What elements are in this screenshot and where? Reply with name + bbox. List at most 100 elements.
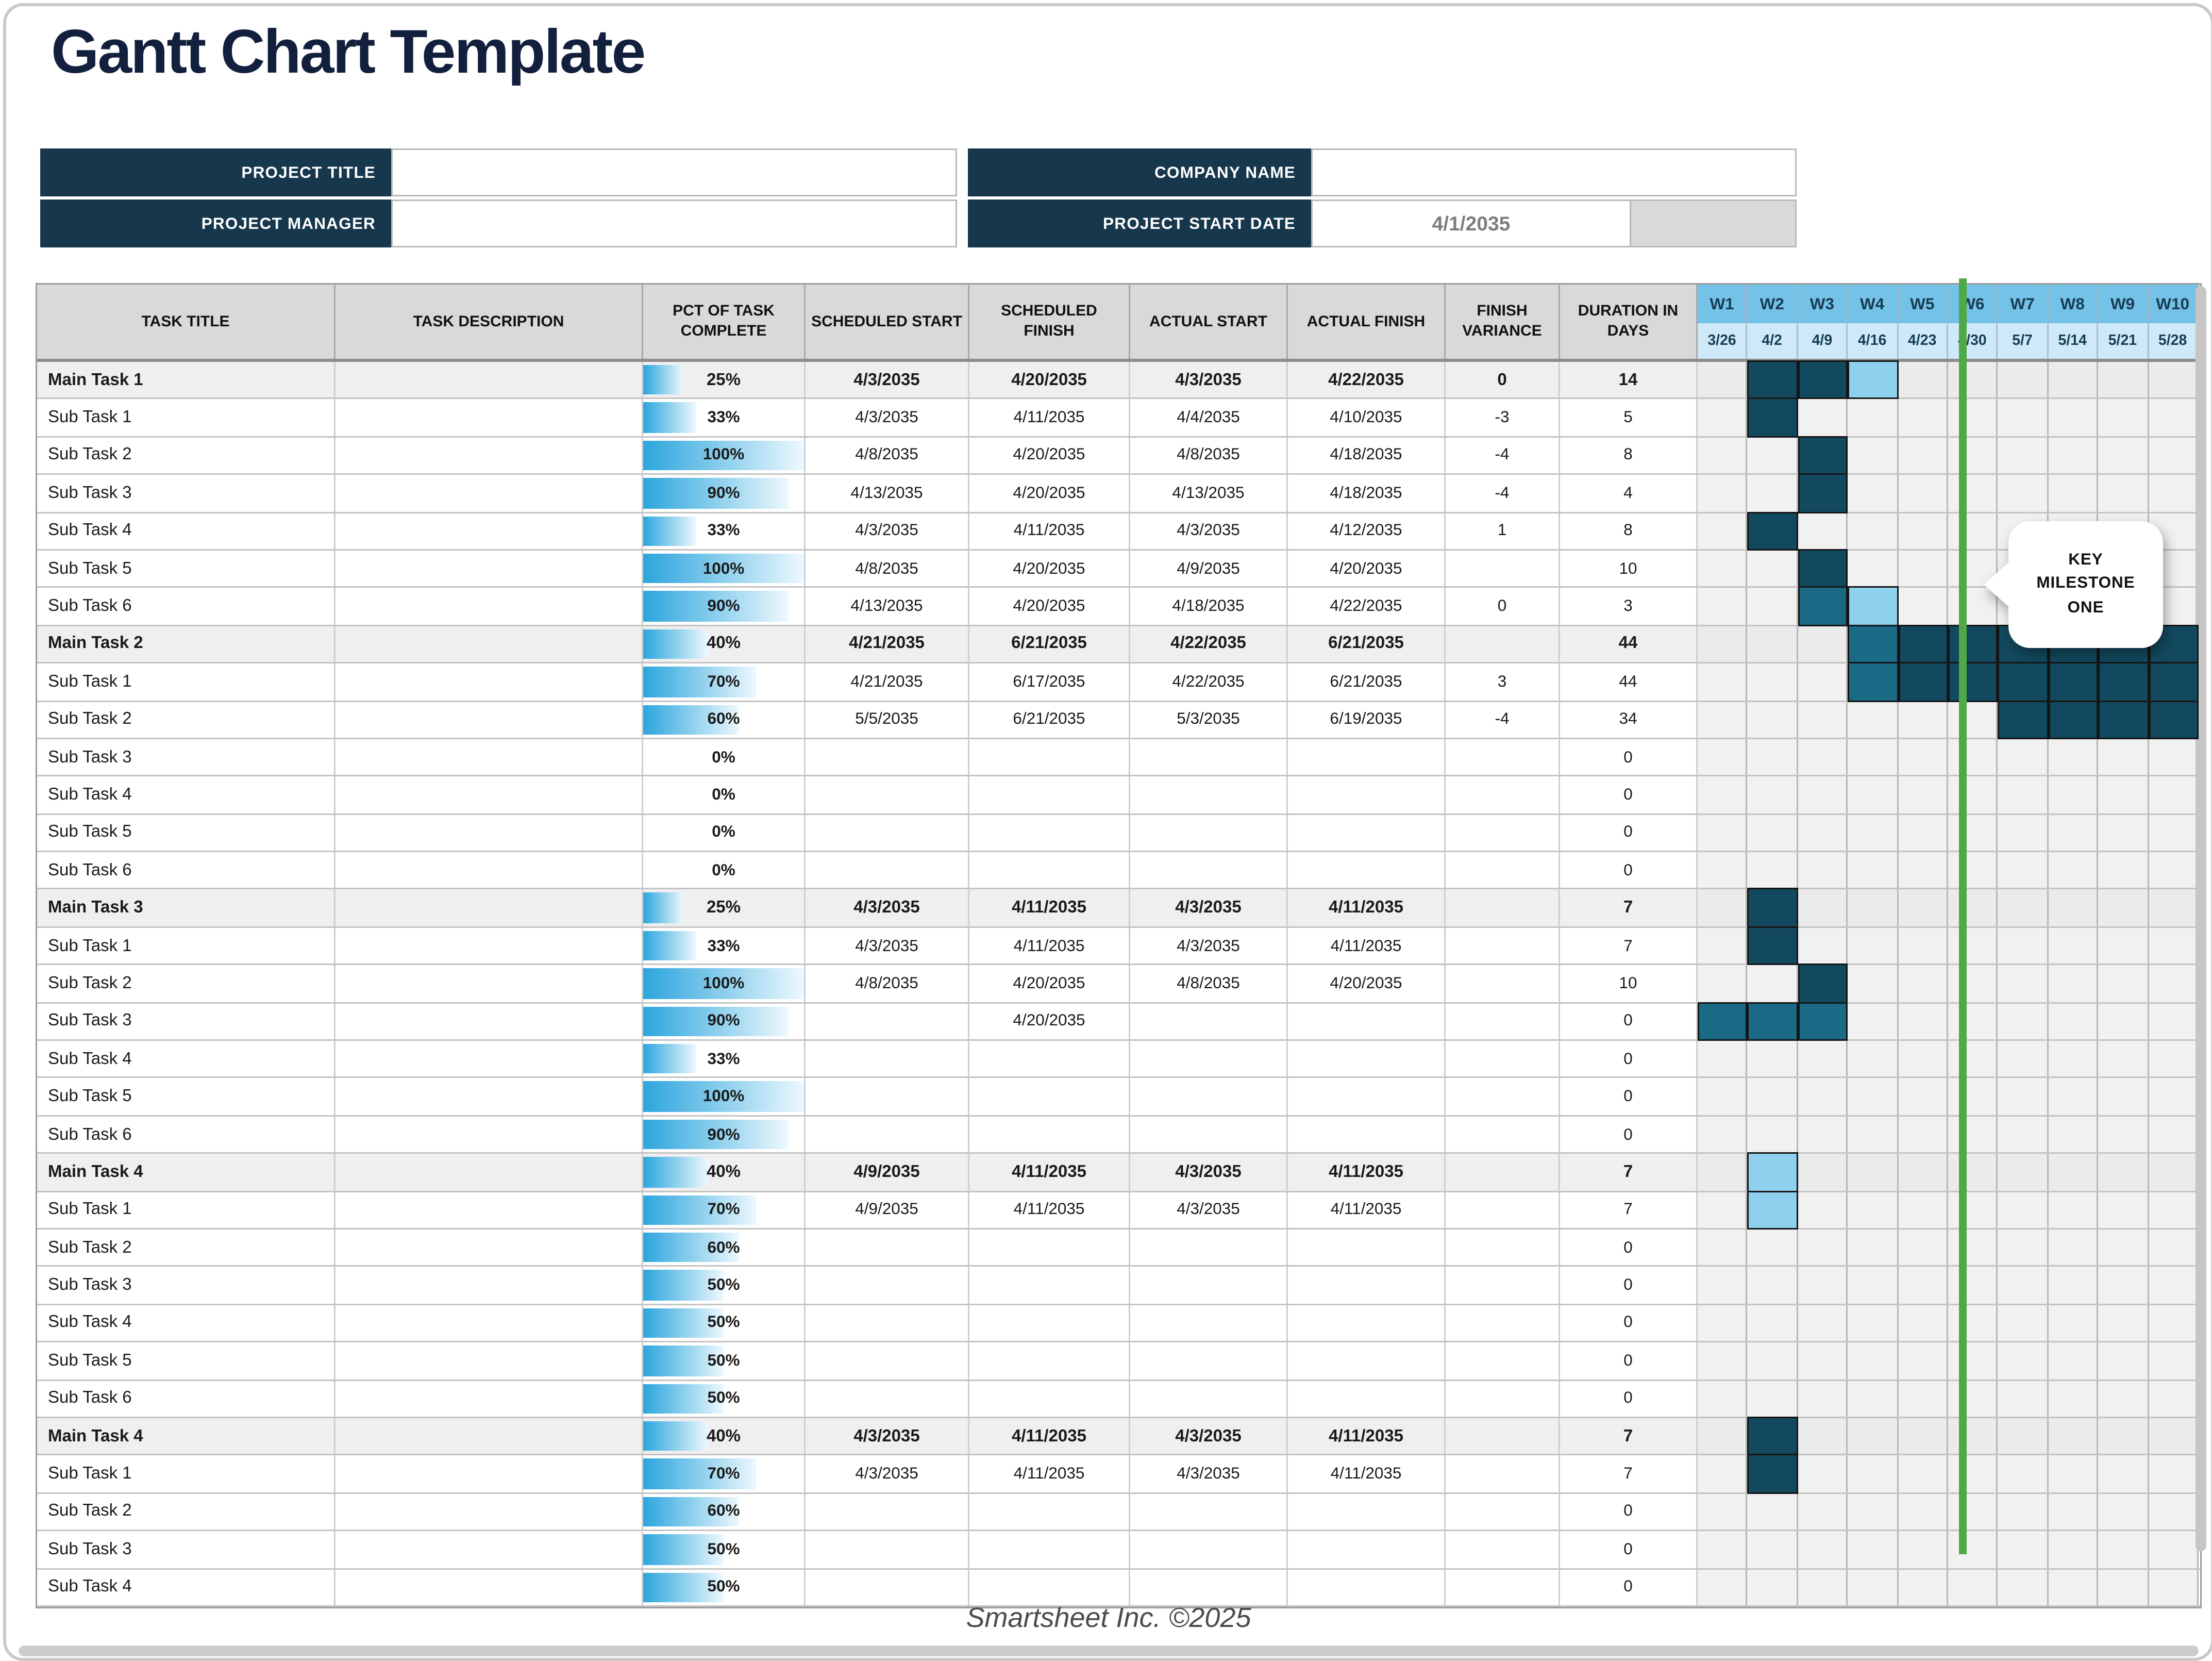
gantt-cell[interactable] xyxy=(2098,1041,2149,1077)
scheduled-finish-cell[interactable]: 4/20/2035 xyxy=(969,362,1130,398)
task-title-cell[interactable]: Sub Task 3 xyxy=(37,1531,336,1568)
scheduled-start-cell[interactable] xyxy=(806,1041,969,1077)
task-description-cell[interactable] xyxy=(336,437,643,474)
actual-start-cell[interactable] xyxy=(1130,1493,1288,1530)
gantt-cell[interactable] xyxy=(2098,400,2149,436)
actual-finish-cell[interactable] xyxy=(1288,1342,1446,1379)
task-description-cell[interactable] xyxy=(336,1380,643,1417)
scheduled-finish-cell[interactable] xyxy=(969,852,1130,889)
scheduled-start-cell[interactable] xyxy=(806,1305,969,1341)
gantt-cell[interactable] xyxy=(2149,1078,2199,1115)
gantt-cell[interactable] xyxy=(1848,1531,1898,1568)
gantt-cell[interactable] xyxy=(2098,965,2149,1002)
pct-complete-cell[interactable]: 60% xyxy=(643,701,806,738)
gantt-cell[interactable] xyxy=(1698,1305,1748,1341)
gantt-cell[interactable] xyxy=(2048,1569,2099,1605)
task-description-cell[interactable] xyxy=(336,1003,643,1040)
actual-finish-cell[interactable]: 4/11/2035 xyxy=(1288,890,1446,926)
duration-cell[interactable]: 7 xyxy=(1560,927,1698,964)
gantt-cell[interactable] xyxy=(1698,927,1748,964)
actual-start-cell[interactable] xyxy=(1130,1305,1288,1341)
gantt-cell[interactable] xyxy=(1948,776,1999,813)
gantt-cell[interactable] xyxy=(2098,1116,2149,1153)
actual-finish-cell[interactable]: 4/20/2035 xyxy=(1288,550,1446,587)
actual-start-cell[interactable] xyxy=(1130,776,1288,813)
gantt-cell[interactable] xyxy=(1848,550,1898,587)
gantt-cell[interactable] xyxy=(1748,701,1798,738)
gantt-cell[interactable] xyxy=(1898,1078,1948,1115)
gantt-cell[interactable] xyxy=(1798,400,1848,436)
gantt-cell[interactable] xyxy=(1898,1191,1948,1228)
scheduled-finish-cell[interactable] xyxy=(969,1531,1130,1568)
actual-finish-cell[interactable] xyxy=(1288,1569,1446,1605)
gantt-bar-segment[interactable] xyxy=(1748,398,1798,438)
actual-finish-cell[interactable] xyxy=(1288,1041,1446,1077)
scheduled-start-cell[interactable]: 4/8/2035 xyxy=(806,965,969,1002)
finish-variance-cell[interactable] xyxy=(1446,1078,1560,1115)
gantt-cell[interactable] xyxy=(1748,1305,1798,1341)
gantt-cell[interactable] xyxy=(1698,890,1748,926)
horizontal-scrollbar[interactable] xyxy=(19,1646,2199,1656)
gantt-cell[interactable] xyxy=(2149,1342,2199,1379)
gantt-bar-segment[interactable] xyxy=(2098,700,2149,739)
gantt-bar-segment[interactable] xyxy=(1798,1001,1848,1041)
gantt-cell[interactable] xyxy=(1848,852,1898,889)
actual-start-cell[interactable] xyxy=(1130,1116,1288,1153)
actual-start-cell[interactable]: 4/18/2035 xyxy=(1130,588,1288,625)
actual-finish-cell[interactable] xyxy=(1288,1380,1446,1417)
actual-start-cell[interactable] xyxy=(1130,1041,1288,1077)
gantt-cell[interactable] xyxy=(1698,362,1748,398)
gantt-cell[interactable] xyxy=(1898,1380,1948,1417)
task-description-cell[interactable] xyxy=(336,400,643,436)
gantt-bar-segment[interactable] xyxy=(1798,436,1848,475)
actual-finish-cell[interactable]: 4/20/2035 xyxy=(1288,965,1446,1002)
finish-variance-cell[interactable] xyxy=(1446,1229,1560,1266)
duration-cell[interactable]: 8 xyxy=(1560,437,1698,474)
scheduled-start-cell[interactable] xyxy=(806,739,969,775)
pct-complete-cell[interactable]: 40% xyxy=(643,1418,806,1454)
actual-start-cell[interactable]: 4/3/2035 xyxy=(1130,512,1288,549)
gantt-cell[interactable] xyxy=(1998,1531,2049,1568)
scheduled-finish-cell[interactable]: 6/21/2035 xyxy=(969,701,1130,738)
gantt-cell[interactable] xyxy=(2149,1041,2199,1077)
scheduled-finish-cell[interactable] xyxy=(969,1267,1130,1304)
gantt-cell[interactable] xyxy=(1848,1078,1898,1115)
gantt-cell[interactable] xyxy=(1848,1154,1898,1190)
gantt-cell[interactable] xyxy=(1948,1041,1999,1077)
actual-finish-cell[interactable] xyxy=(1288,776,1446,813)
task-description-cell[interactable] xyxy=(336,550,643,587)
duration-cell[interactable]: 10 xyxy=(1560,550,1698,587)
gantt-cell[interactable] xyxy=(2048,1154,2099,1190)
scheduled-start-cell[interactable]: 4/8/2035 xyxy=(806,437,969,474)
gantt-cell[interactable] xyxy=(1848,1305,1898,1341)
gantt-cell[interactable] xyxy=(1948,1380,1999,1417)
gantt-cell[interactable] xyxy=(2149,1154,2199,1190)
gantt-bar-segment[interactable] xyxy=(2048,662,2099,702)
actual-finish-cell[interactable] xyxy=(1288,1531,1446,1568)
gantt-cell[interactable] xyxy=(1948,1116,1999,1153)
actual-finish-cell[interactable]: 4/11/2035 xyxy=(1288,927,1446,964)
finish-variance-cell[interactable] xyxy=(1446,1305,1560,1341)
task-title-cell[interactable]: Main Task 4 xyxy=(37,1154,336,1190)
task-title-cell[interactable]: Sub Task 5 xyxy=(37,1078,336,1115)
gantt-cell[interactable] xyxy=(1898,1531,1948,1568)
gantt-cell[interactable] xyxy=(1748,1493,1798,1530)
gantt-cell[interactable] xyxy=(1848,965,1898,1002)
duration-cell[interactable]: 0 xyxy=(1560,1305,1698,1341)
gantt-cell[interactable] xyxy=(1748,852,1798,889)
gantt-cell[interactable] xyxy=(1948,965,1999,1002)
gantt-cell[interactable] xyxy=(1698,1229,1748,1266)
gantt-cell[interactable] xyxy=(1748,588,1798,625)
gantt-bar-segment[interactable] xyxy=(1698,1001,1748,1041)
gantt-cell[interactable] xyxy=(1948,1342,1999,1379)
task-description-cell[interactable] xyxy=(336,1493,643,1530)
gantt-cell[interactable] xyxy=(1848,701,1898,738)
gantt-cell[interactable] xyxy=(2149,1531,2199,1568)
actual-start-cell[interactable]: 4/3/2035 xyxy=(1130,1418,1288,1454)
gantt-cell[interactable] xyxy=(2149,1569,2199,1605)
duration-cell[interactable]: 0 xyxy=(1560,1041,1698,1077)
gantt-cell[interactable] xyxy=(2098,1418,2149,1454)
gantt-cell[interactable] xyxy=(2098,1531,2149,1568)
gantt-cell[interactable] xyxy=(1748,663,1798,700)
gantt-cell[interactable] xyxy=(1998,1078,2049,1115)
